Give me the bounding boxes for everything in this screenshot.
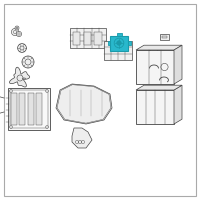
Circle shape <box>18 44 26 52</box>
Circle shape <box>22 56 34 68</box>
Circle shape <box>15 26 19 30</box>
Circle shape <box>46 126 48 128</box>
Bar <box>144 57 150 60</box>
Bar <box>11 93 17 125</box>
Bar <box>94 32 102 45</box>
Bar <box>104 41 132 60</box>
Polygon shape <box>9 67 30 87</box>
Bar <box>19 93 25 125</box>
Polygon shape <box>72 128 92 148</box>
Circle shape <box>16 31 22 37</box>
Bar <box>28 93 34 125</box>
Polygon shape <box>56 84 112 124</box>
Bar <box>10 90 48 128</box>
Bar <box>136 90 174 124</box>
Bar <box>117 33 122 36</box>
Bar <box>160 34 169 40</box>
Circle shape <box>114 38 124 48</box>
Bar <box>110 36 128 50</box>
Circle shape <box>11 28 19 36</box>
Bar <box>84 32 91 45</box>
Bar <box>108 41 110 45</box>
Polygon shape <box>136 45 182 50</box>
Bar <box>36 93 42 125</box>
Circle shape <box>46 90 48 92</box>
Bar <box>136 50 174 84</box>
Bar <box>128 41 131 45</box>
Circle shape <box>10 90 12 92</box>
Polygon shape <box>174 85 182 124</box>
Bar <box>70 28 106 48</box>
Bar <box>162 36 167 38</box>
Polygon shape <box>174 45 182 84</box>
Circle shape <box>117 41 121 45</box>
Polygon shape <box>136 85 182 90</box>
Circle shape <box>10 126 12 128</box>
Bar <box>73 32 80 45</box>
Bar <box>8 88 50 130</box>
